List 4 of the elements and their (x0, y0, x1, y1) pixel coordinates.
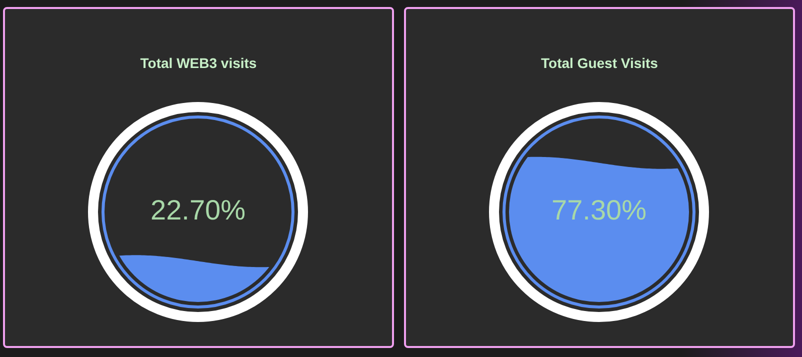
text: Total WEB3 visits (139, 55, 258, 71)
data-label: 77.30% (552, 194, 646, 226)
data-label: 22.70% (150, 194, 246, 226)
text: Total Guest Visits (540, 55, 659, 71)
